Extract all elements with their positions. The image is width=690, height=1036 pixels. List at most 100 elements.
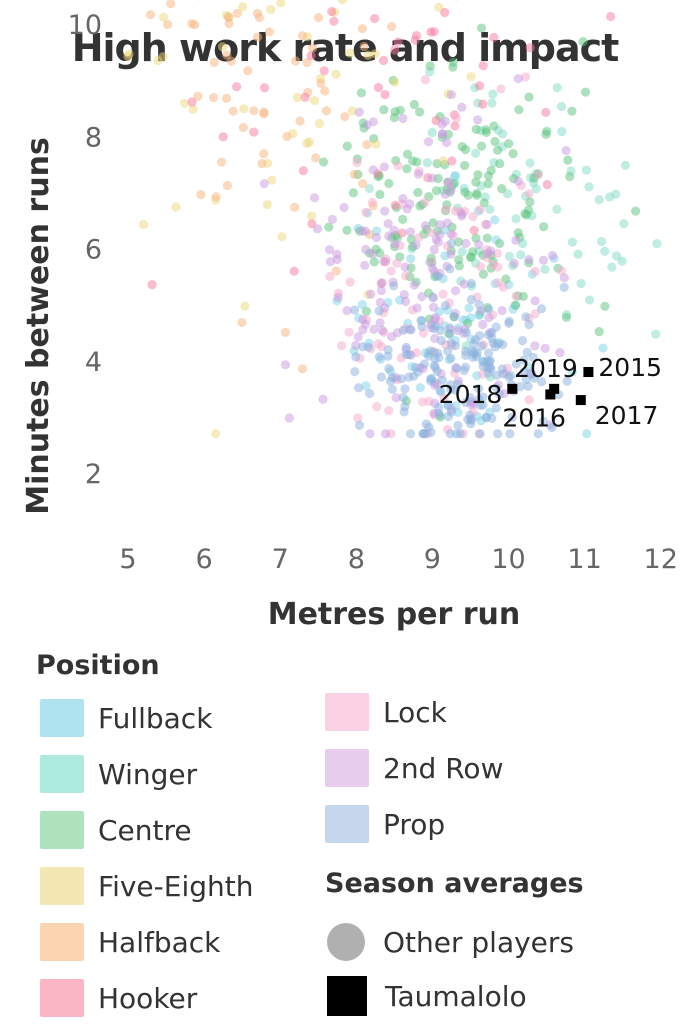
data-point-prop	[435, 386, 445, 396]
data-point-centre	[425, 61, 435, 71]
legend-label: Fullback	[98, 701, 213, 735]
data-point-prop	[398, 392, 408, 403]
data-point-hooker	[447, 156, 457, 166]
data-point-prop	[474, 384, 484, 394]
data-point-2nd-row	[405, 227, 416, 237]
data-point-halfback	[209, 92, 219, 103]
x-tick-label: 11	[567, 544, 601, 575]
data-point-prop	[521, 312, 531, 322]
data-point-2nd-row	[435, 229, 445, 240]
data-point-2nd-row	[377, 278, 387, 288]
data-point-lock	[441, 204, 451, 214]
taumalolo-point-2017	[575, 395, 586, 406]
data-point-lock	[496, 84, 506, 94]
data-point-prop	[396, 374, 407, 384]
data-point-lock	[384, 405, 394, 416]
taumalolo-point-2016	[545, 389, 556, 400]
taumalolo-point-2015	[583, 367, 594, 378]
data-point-lock	[352, 158, 362, 168]
data-point-fullback	[598, 343, 608, 353]
legend-item-taumalolo: Taumalolo	[325, 974, 527, 1018]
data-point-2nd-row	[417, 292, 427, 302]
data-point-2nd-row	[376, 285, 386, 296]
data-point-2nd-row	[339, 202, 349, 213]
data-point-2nd-row	[365, 429, 375, 439]
data-point-fullback	[567, 367, 578, 377]
data-point-lock	[533, 170, 543, 180]
data-point-prop	[485, 355, 495, 366]
data-point-prop	[492, 370, 502, 380]
data-point-halfback	[297, 364, 307, 374]
data-point-five-eighth	[211, 429, 221, 439]
data-point-winger	[651, 329, 661, 339]
data-point-prop	[437, 375, 448, 385]
data-point-prop	[404, 372, 414, 382]
data-point-lock	[524, 395, 534, 405]
data-point-five-eighth	[331, 69, 341, 79]
data-point-prop	[484, 348, 494, 358]
data-point-winger	[470, 148, 481, 158]
data-point-centre	[567, 106, 577, 116]
data-point-2nd-row	[398, 193, 408, 204]
legend-swatch	[40, 811, 84, 849]
data-point-prop	[364, 388, 375, 399]
data-point-lock	[344, 327, 354, 337]
data-point-prop	[433, 271, 443, 281]
data-point-winger	[573, 249, 583, 259]
data-point-2nd-row	[353, 332, 363, 342]
data-point-prop	[475, 429, 485, 439]
data-point-prop	[453, 420, 463, 431]
data-point-centre	[454, 261, 465, 271]
data-point-winger	[497, 129, 508, 139]
data-point-2nd-row	[538, 255, 549, 265]
data-point-prop	[547, 422, 557, 433]
data-point-centre	[483, 171, 494, 181]
data-point-halfback	[290, 202, 300, 212]
data-point-winger	[364, 184, 375, 194]
data-point-prop	[426, 376, 436, 386]
data-point-fullback	[371, 226, 382, 236]
data-point-2nd-row	[360, 260, 370, 270]
data-point-five-eighth	[371, 139, 381, 149]
legend-item-prop: Prop	[325, 802, 445, 846]
data-point-prop	[491, 383, 502, 393]
data-point-halfback	[243, 66, 253, 76]
data-point-2nd-row	[259, 179, 269, 189]
data-point-lock	[468, 211, 478, 222]
data-point-centre	[600, 301, 610, 311]
data-point-halfback	[257, 159, 267, 169]
season-label-2016: 2016	[502, 403, 566, 432]
data-point-lock	[337, 341, 347, 351]
data-point-hooker	[306, 51, 316, 61]
data-point-centre	[514, 105, 524, 115]
data-point-five-eighth	[292, 92, 303, 103]
data-point-2nd-row	[555, 348, 565, 358]
data-point-hooker	[397, 228, 407, 238]
data-point-prop	[405, 429, 416, 439]
data-point-2nd-row	[540, 343, 550, 353]
data-point-winger	[584, 182, 594, 192]
legend-item-lock: Lock	[325, 690, 447, 734]
data-point-centre	[361, 306, 372, 316]
data-point-prop	[486, 364, 496, 374]
legend-label: Lock	[383, 695, 447, 729]
data-point-centre	[477, 23, 487, 33]
highlight-layer: 2015 2016 2017 2018 2019	[439, 353, 662, 432]
data-point-hooker	[327, 6, 337, 17]
data-point-prop	[401, 342, 411, 352]
data-point-hooker	[489, 32, 499, 43]
data-point-prop	[389, 281, 399, 291]
data-point-2nd-row	[457, 209, 467, 219]
data-point-lock	[530, 266, 540, 276]
data-point-hooker	[542, 179, 552, 190]
data-point-five-eighth	[262, 200, 272, 210]
data-point-halfback	[349, 169, 360, 179]
data-point-2nd-row	[437, 129, 448, 139]
data-point-prop	[536, 304, 547, 314]
data-point-2nd-row	[482, 219, 492, 230]
data-point-prop	[466, 278, 476, 289]
data-point-centre	[408, 156, 418, 166]
data-point-2nd-row	[473, 115, 483, 125]
legend-item-fullback: Fullback	[40, 696, 212, 740]
